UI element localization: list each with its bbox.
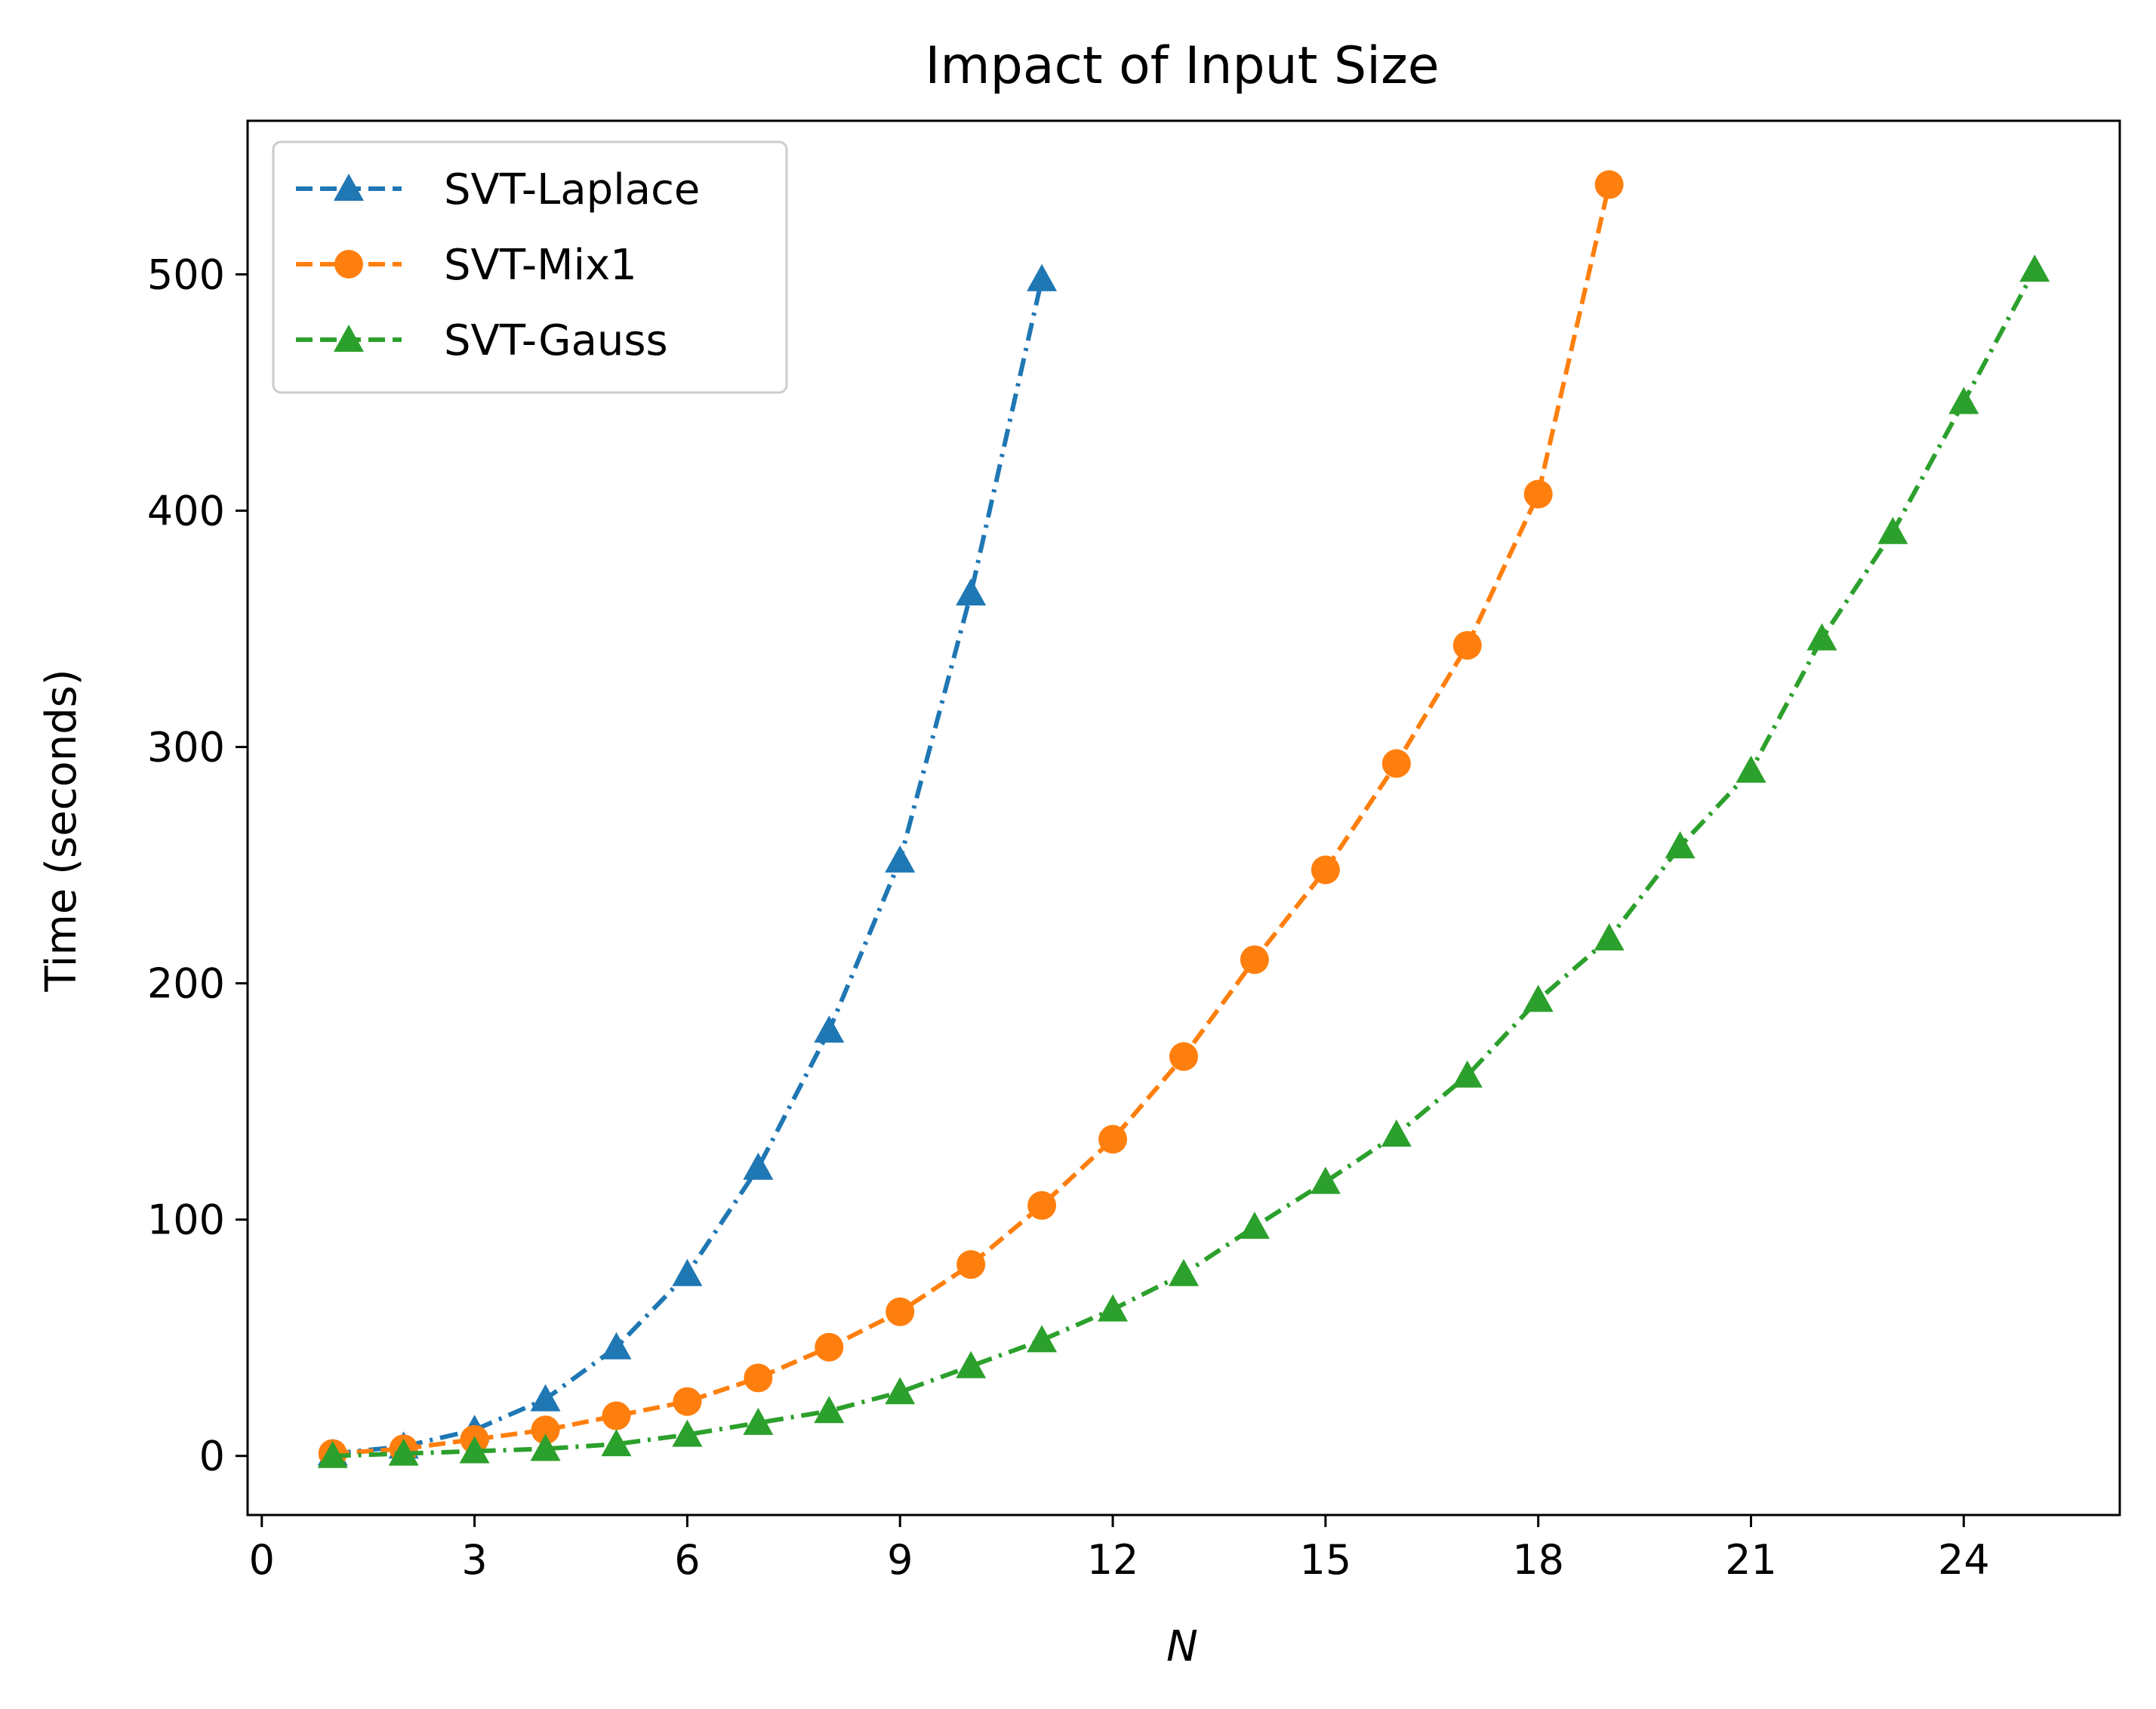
legend-item-svt-mix1: SVT-Mix1	[296, 241, 637, 290]
y-axis-ticks: 0 100 200 300 400 500	[147, 251, 248, 1480]
svt-gauss-point	[1027, 1325, 1058, 1353]
svt-gauss-point	[956, 1350, 987, 1378]
svt-gauss-point	[1310, 1166, 1341, 1194]
x-axis-label: N	[1166, 1622, 1198, 1671]
svt-gauss-point	[317, 1440, 348, 1468]
svt-mix1-point	[1381, 749, 1411, 778]
svt-laplace-point	[672, 1258, 703, 1286]
svt-gauss-point	[459, 1436, 490, 1464]
legend-label: SVT-Gauss	[444, 316, 668, 365]
svt-gauss-point	[530, 1433, 561, 1461]
svt-gauss-point	[1169, 1258, 1199, 1286]
x-tick-label: 24	[1938, 1536, 1990, 1584]
y-tick-label: 400	[147, 488, 225, 535]
svt-gauss-point	[1665, 831, 1696, 859]
legend-label: SVT-Laplace	[444, 165, 700, 214]
svt-mix1-point	[1523, 479, 1553, 509]
svt-mix1-point	[1594, 170, 1624, 199]
svt-mix1-point	[815, 1332, 844, 1362]
legend-label: SVT-Mix1	[444, 241, 637, 290]
x-tick-label: 9	[887, 1536, 913, 1584]
svt-mix1-point	[602, 1401, 631, 1430]
legend-marker	[334, 325, 364, 352]
svt-gauss-point	[1381, 1119, 1412, 1147]
svt-gauss-point	[1452, 1060, 1483, 1088]
svt-gauss-point	[1239, 1212, 1270, 1239]
svt-gauss-point	[743, 1407, 774, 1435]
svt-mix1-point	[531, 1415, 560, 1445]
legend-marker	[334, 174, 364, 201]
svt-mix1-point	[1311, 855, 1340, 885]
x-axis-ticks: 0 3 6 9 12 15 18 21 24	[249, 1515, 1990, 1584]
legend: SVT-Laplace SVT-Mix1 SVT-Gauss	[272, 140, 788, 394]
svt-gauss-point	[601, 1429, 632, 1457]
svt-laplace-point	[885, 845, 916, 873]
svt-gauss-point	[1736, 755, 1766, 783]
svt-gauss-point	[1594, 923, 1625, 951]
y-tick-label: 0	[199, 1433, 225, 1480]
x-tick-label: 6	[674, 1536, 700, 1584]
svt-gauss-point	[1098, 1294, 1129, 1322]
plot-frame	[246, 119, 2121, 1517]
svt-gauss-point	[885, 1377, 916, 1405]
svt-laplace-point	[601, 1332, 632, 1360]
svt-mix1-point	[673, 1387, 702, 1416]
svt-mix1-point	[744, 1363, 773, 1393]
svt-gauss-point	[1877, 516, 1908, 544]
x-tick-label: 0	[249, 1536, 275, 1584]
legend-box	[272, 140, 788, 394]
svt-gauss-point	[2019, 254, 2050, 282]
x-tick-label: 3	[461, 1536, 487, 1584]
svt-gauss-point	[388, 1438, 419, 1466]
svt-laplace-point	[530, 1384, 561, 1412]
x-tick-label: 15	[1300, 1536, 1352, 1584]
series-svt-laplace	[317, 263, 1058, 1466]
svt-mix1-point	[1027, 1190, 1057, 1220]
svt-laplace-point	[1027, 263, 1058, 291]
svt-laplace-point	[743, 1152, 774, 1180]
svt-mix1-point	[1240, 945, 1269, 975]
y-tick-label: 300	[147, 724, 225, 771]
svt-mix1-point	[956, 1250, 986, 1279]
svt-mix1-point	[1452, 630, 1482, 660]
x-tick-label: 12	[1087, 1536, 1139, 1584]
y-tick-label: 500	[147, 251, 225, 298]
svt-gauss-point	[1523, 984, 1554, 1012]
legend-item-svt-gauss: SVT-Gauss	[296, 316, 668, 365]
svt-laplace-point	[956, 578, 987, 606]
svt-gauss-point	[672, 1419, 703, 1447]
y-axis-label: Time (seconds)	[37, 669, 86, 992]
y-tick-label: 200	[147, 960, 225, 1008]
chart-title: Impact of Input Size	[925, 36, 1439, 96]
svt-gauss-point	[814, 1396, 845, 1424]
svt-laplace-point	[814, 1015, 845, 1043]
x-tick-label: 18	[1512, 1536, 1564, 1584]
svt-gauss-point	[1806, 623, 1837, 651]
plot-area	[317, 170, 2050, 1468]
svt-mix1-point	[1098, 1125, 1128, 1154]
x-tick-label: 21	[1725, 1536, 1777, 1584]
series-svt-gauss	[317, 254, 2050, 1468]
svt-gauss-point	[1948, 386, 1979, 414]
legend-marker	[334, 250, 363, 279]
legend-item-svt-laplace: SVT-Laplace	[296, 165, 700, 214]
svt-mix1-point	[1169, 1042, 1198, 1071]
svt-mix1-point	[886, 1297, 915, 1326]
y-tick-label: 100	[147, 1196, 225, 1244]
